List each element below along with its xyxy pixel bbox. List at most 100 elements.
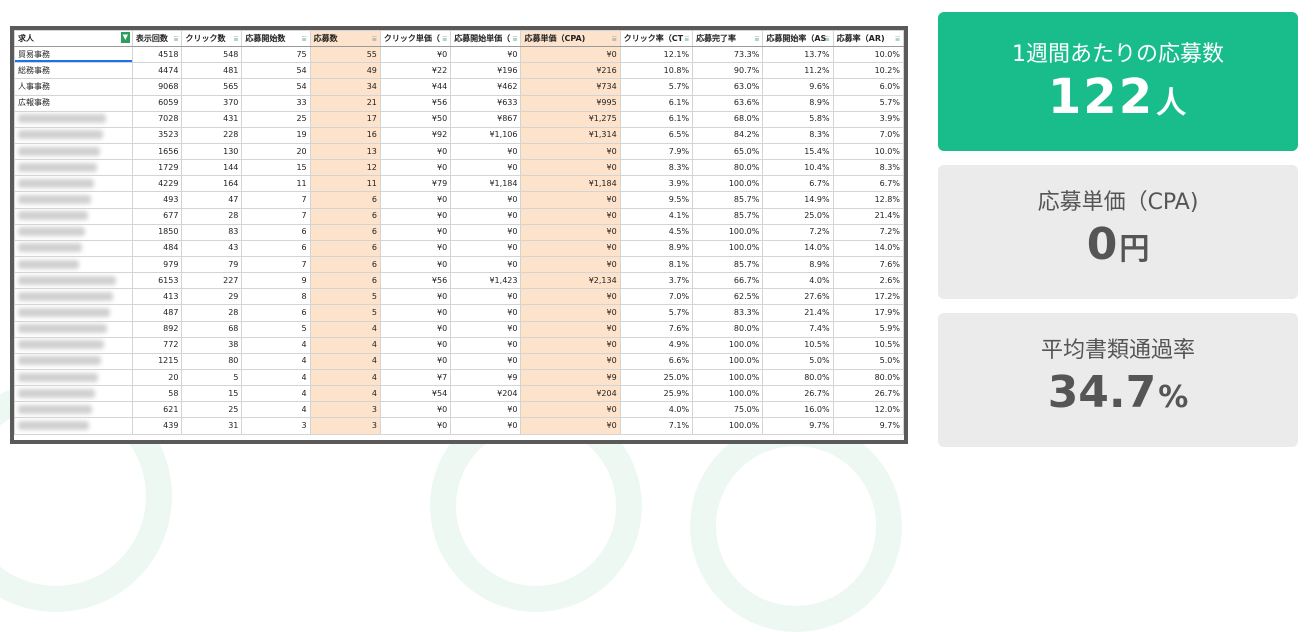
table-cell[interactable]: 5: [241, 320, 311, 338]
table-cell[interactable]: 892: [131, 320, 183, 338]
table-cell[interactable]: ¥9: [450, 368, 522, 387]
table-cell[interactable]: 80: [181, 352, 243, 370]
table-cell[interactable]: 6059: [131, 94, 183, 112]
table-cell[interactable]: ¥0: [520, 255, 621, 274]
table-cell[interactable]: 6.1%: [619, 110, 694, 128]
table-cell[interactable]: ¥0: [520, 223, 621, 241]
table-cell[interactable]: ¥2,134: [520, 272, 621, 290]
table-cell[interactable]: 49: [309, 62, 381, 80]
table-cell[interactable]: ¥9: [520, 368, 621, 387]
table-cell[interactable]: 6: [309, 223, 381, 241]
table-cell[interactable]: ¥0: [520, 142, 621, 161]
table-cell[interactable]: 9.5%: [619, 191, 694, 209]
table-cell[interactable]: 10.8%: [619, 62, 694, 80]
table-cell[interactable]: 7.0%: [832, 126, 904, 144]
table-cell[interactable]: 4.1%: [619, 207, 694, 225]
table-cell[interactable]: ¥0: [379, 191, 452, 209]
table-cell[interactable]: 85.7%: [692, 207, 764, 225]
table-cell[interactable]: 484: [131, 239, 183, 257]
table-cell[interactable]: 85.7%: [692, 191, 764, 209]
table-cell[interactable]: ¥92: [379, 126, 452, 144]
table-cell[interactable]: 4: [241, 401, 311, 419]
table-cell[interactable]: 100.0%: [692, 352, 764, 370]
table-cell[interactable]: 7.6%: [619, 320, 694, 338]
table-cell[interactable]: 10.5%: [832, 336, 904, 354]
table-cell[interactable]: ¥0: [450, 417, 522, 435]
table-cell[interactable]: 25.0%: [762, 207, 834, 225]
filter-icon[interactable]: ⩸: [173, 34, 179, 43]
table-cell[interactable]: 5.0%: [762, 352, 834, 370]
table-cell[interactable]: 25: [181, 401, 243, 419]
job-name-cell[interactable]: [14, 223, 133, 241]
table-cell[interactable]: 228: [181, 126, 243, 144]
table-cell[interactable]: 7.0%: [619, 288, 694, 306]
column-header[interactable]: 応募開始率（AS ⩸: [762, 30, 834, 48]
table-cell[interactable]: ¥0: [379, 304, 452, 322]
table-cell[interactable]: ¥0: [520, 159, 621, 177]
table-cell[interactable]: ¥50: [379, 110, 452, 128]
table-cell[interactable]: 34: [309, 78, 381, 96]
table-cell[interactable]: ¥0: [450, 320, 522, 338]
table-cell[interactable]: 4: [241, 368, 311, 387]
table-cell[interactable]: ¥0: [379, 352, 452, 370]
table-cell[interactable]: ¥0: [450, 239, 522, 257]
table-cell[interactable]: 54: [241, 62, 311, 80]
table-cell[interactable]: 7.2%: [832, 223, 904, 241]
table-cell[interactable]: 7028: [131, 110, 183, 128]
table-cell[interactable]: ¥0: [379, 46, 452, 64]
column-header[interactable]: クリック率（CT ⩸: [619, 30, 694, 48]
table-cell[interactable]: ¥1,184: [450, 175, 522, 193]
table-cell[interactable]: ¥0: [520, 352, 621, 370]
table-cell[interactable]: ¥0: [520, 191, 621, 209]
table-cell[interactable]: 4: [309, 385, 381, 403]
table-cell[interactable]: 8.9%: [762, 94, 834, 112]
job-name-cell[interactable]: 人事事務: [14, 78, 133, 96]
table-cell[interactable]: ¥1,184: [520, 175, 621, 193]
table-cell[interactable]: 10.0%: [832, 142, 904, 161]
table-cell[interactable]: 565: [181, 78, 243, 96]
table-cell[interactable]: 15: [241, 159, 311, 177]
table-cell[interactable]: ¥1,106: [450, 126, 522, 144]
table-cell[interactable]: ¥0: [379, 288, 452, 306]
job-name-cell[interactable]: [14, 239, 133, 257]
table-cell[interactable]: ¥0: [379, 223, 452, 241]
table-cell[interactable]: 481: [181, 62, 243, 80]
table-cell[interactable]: 9: [241, 272, 311, 290]
table-cell[interactable]: 5.7%: [619, 304, 694, 322]
table-cell[interactable]: 100.0%: [692, 368, 764, 387]
table-cell[interactable]: 164: [181, 175, 243, 193]
table-cell[interactable]: 12.8%: [832, 191, 904, 209]
table-cell[interactable]: 80.0%: [692, 159, 764, 177]
filter-icon[interactable]: ⩸: [512, 34, 518, 43]
table-cell[interactable]: 15.4%: [762, 142, 834, 161]
table-cell[interactable]: 5.9%: [832, 320, 904, 338]
table-cell[interactable]: ¥0: [450, 207, 522, 225]
table-cell[interactable]: 7: [241, 207, 311, 225]
job-name-cell[interactable]: [14, 304, 133, 322]
column-header[interactable]: クリック単価（ ⩸: [379, 30, 452, 48]
table-cell[interactable]: 7: [241, 255, 311, 274]
table-cell[interactable]: 7.9%: [619, 142, 694, 161]
table-cell[interactable]: ¥0: [379, 239, 452, 257]
column-header[interactable]: 応募開始単価（ ⩸: [450, 30, 522, 48]
table-cell[interactable]: 75: [241, 46, 311, 64]
table-cell[interactable]: 6: [241, 304, 311, 322]
table-cell[interactable]: 13: [309, 142, 381, 161]
table-cell[interactable]: 75.0%: [692, 401, 764, 419]
filter-icon[interactable]: ⩸: [372, 34, 377, 43]
table-cell[interactable]: 10.2%: [832, 62, 904, 80]
table-cell[interactable]: ¥0: [450, 223, 522, 241]
table-cell[interactable]: 58: [131, 385, 183, 403]
table-cell[interactable]: 5.0%: [832, 352, 904, 370]
table-cell[interactable]: ¥867: [450, 110, 522, 128]
table-cell[interactable]: 27.6%: [762, 288, 834, 306]
table-cell[interactable]: 14.9%: [762, 191, 834, 209]
table-cell[interactable]: 130: [181, 142, 243, 161]
table-cell[interactable]: 6: [309, 239, 381, 257]
job-name-cell[interactable]: [14, 320, 133, 338]
table-cell[interactable]: 73.3%: [692, 46, 764, 64]
table-cell[interactable]: 3.9%: [832, 110, 904, 128]
job-name-cell[interactable]: [14, 110, 133, 128]
table-cell[interactable]: 7.1%: [619, 417, 694, 435]
job-name-cell[interactable]: 広報事務: [14, 94, 133, 112]
